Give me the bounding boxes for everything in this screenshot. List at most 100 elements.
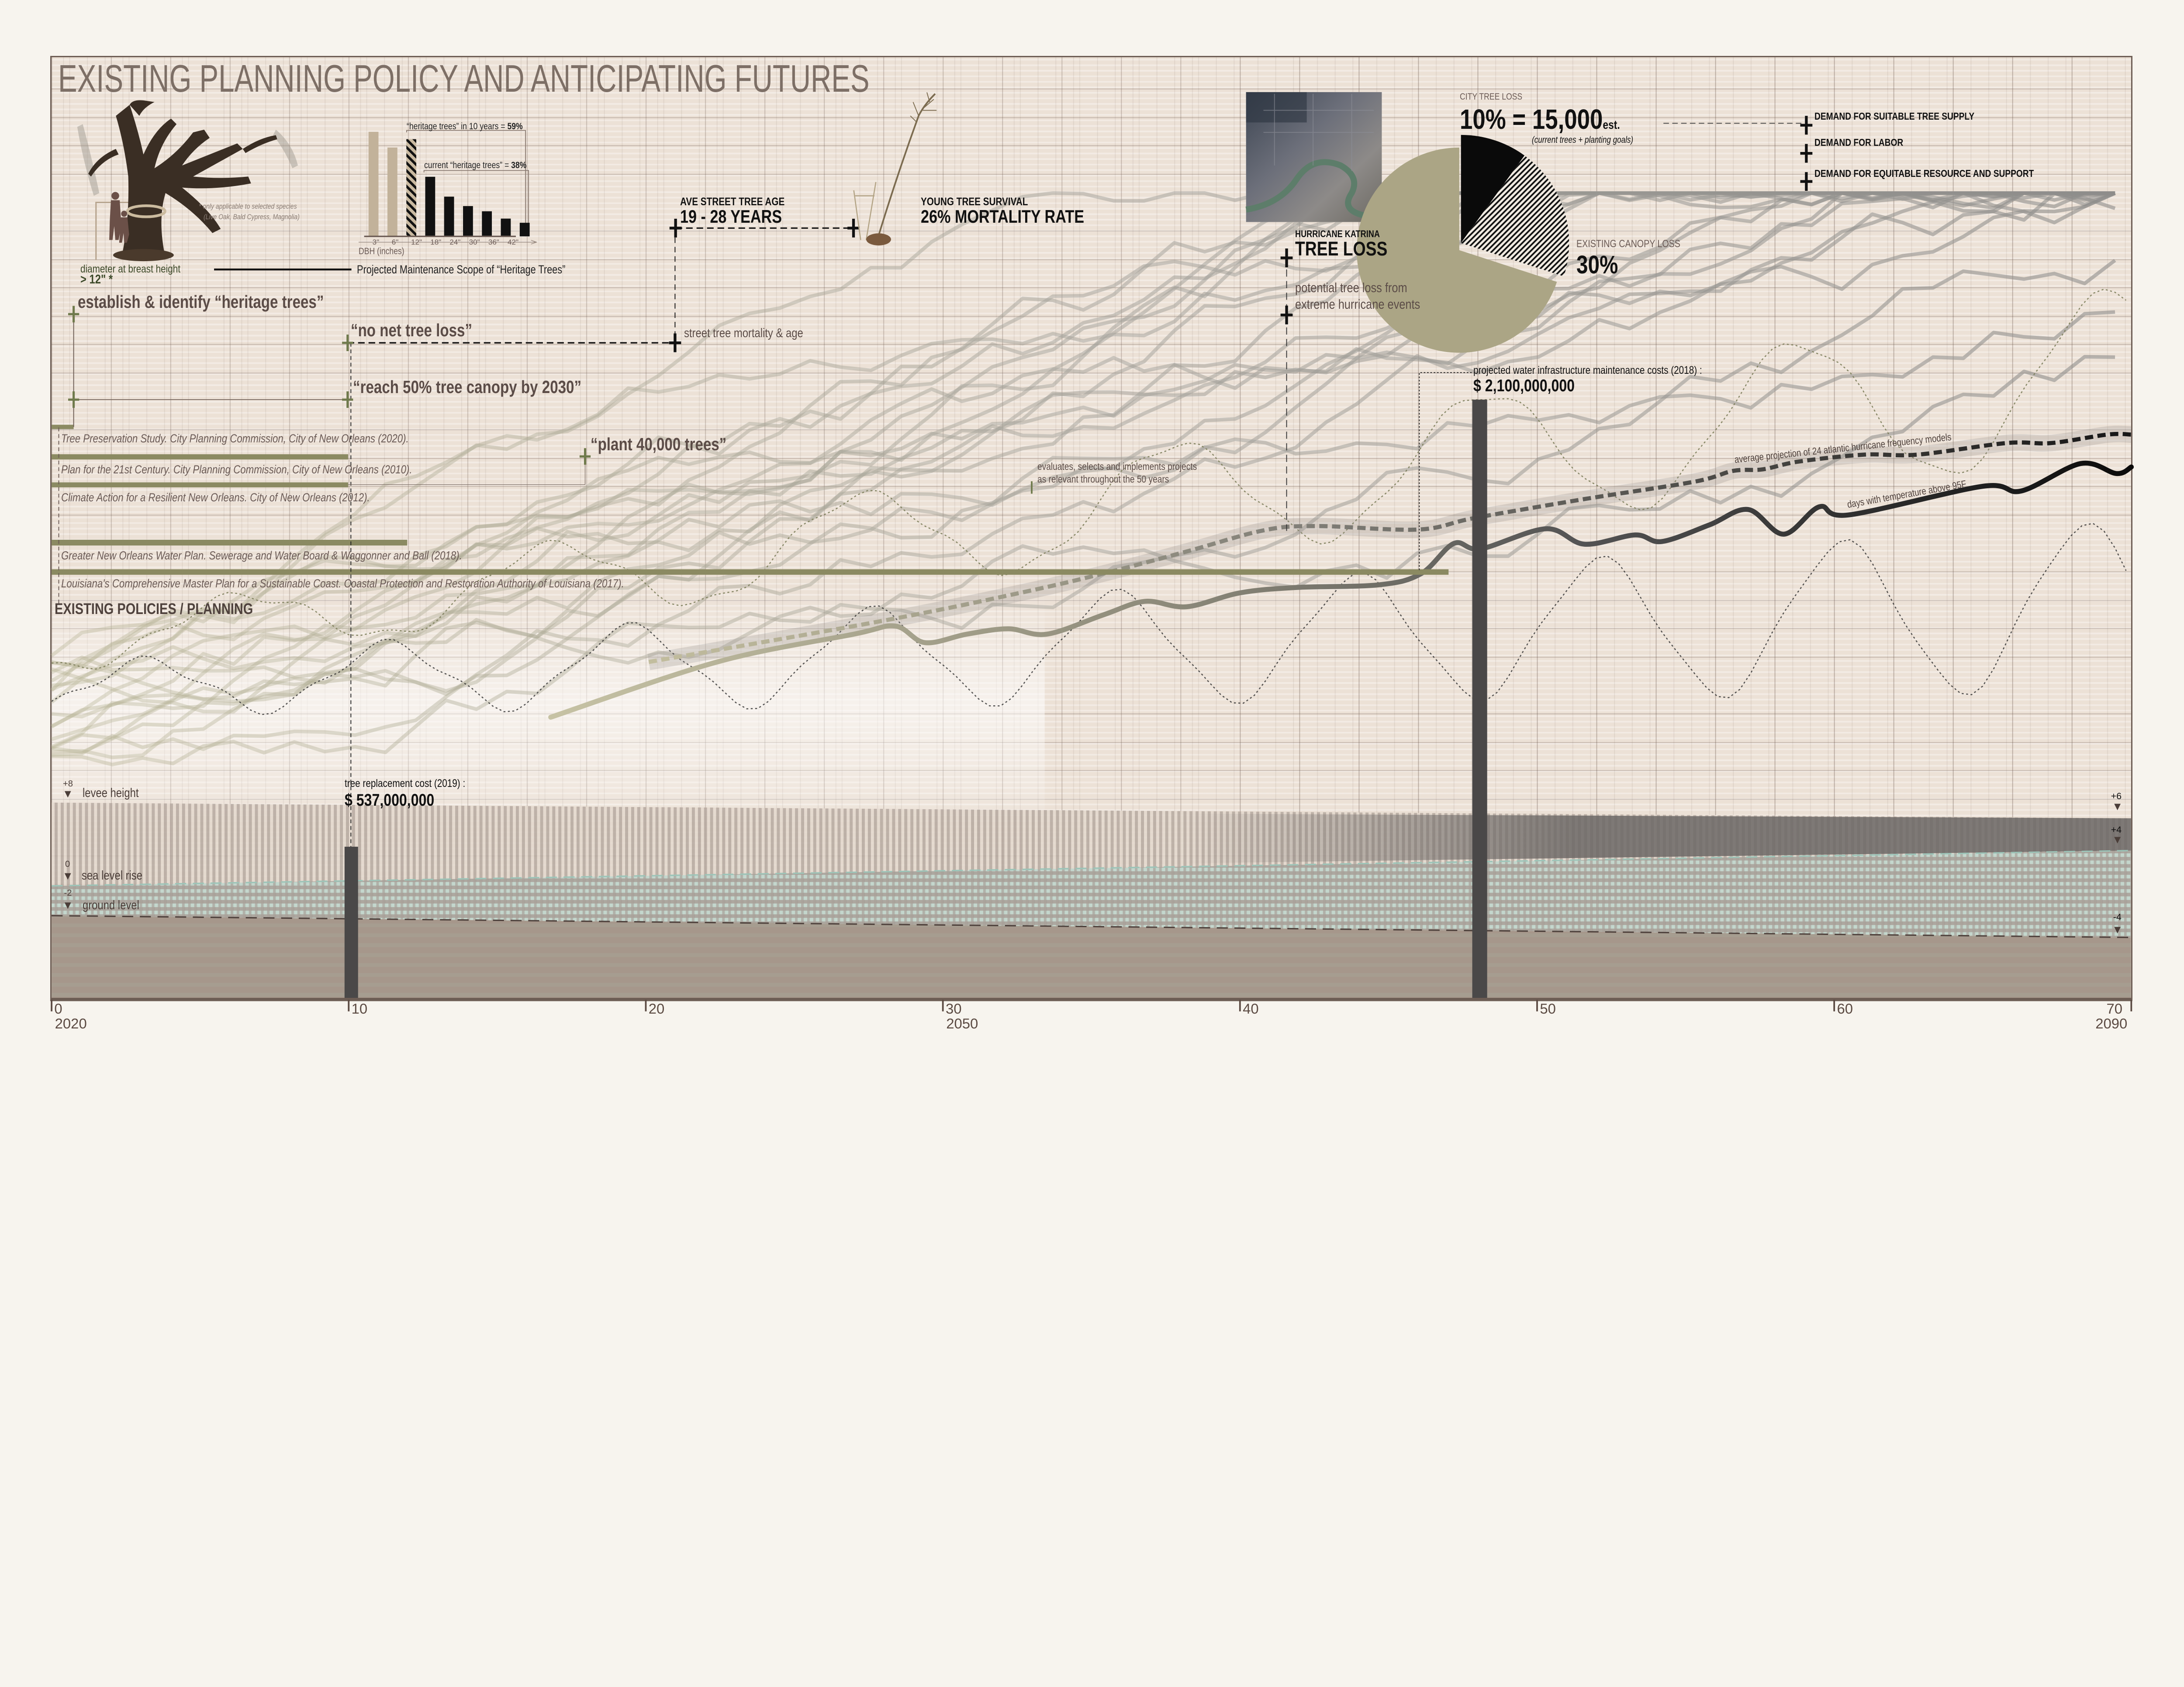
axis-year-label: 2050 (946, 1015, 978, 1032)
policy-bar-coastal-master-plan (52, 569, 1449, 575)
policy-coastal-master-plan: Louisiana's Comprehensive Master Plan fo… (61, 576, 624, 590)
dbh-label: diameter at breast height (80, 263, 181, 276)
series-lines (548, 425, 2134, 720)
water-cost-label: projected water infrastructure maintenan… (1473, 364, 1702, 376)
levee-height-value: +8 (62, 779, 73, 789)
levee-right-value-3: -4 (2113, 912, 2122, 923)
plus-marker (580, 448, 591, 465)
dbh-bar (463, 206, 473, 237)
dbh-tick-label: 30" (469, 238, 480, 246)
policy-bars (52, 424, 1449, 575)
plus-marker (1281, 306, 1293, 324)
projection-line (52, 259, 2116, 766)
dotted-projection-line (51, 523, 2127, 715)
diagram-graphics (50, 92, 2134, 1011)
pie-slice-olive (1356, 147, 1557, 353)
projection-line (51, 191, 2115, 741)
dbh-bar (444, 197, 454, 237)
policy-bar-water-plan (52, 539, 408, 546)
levee-height-label: levee height (83, 786, 139, 800)
potential-tree-loss-line2: extreme hurricane events (1295, 297, 1420, 312)
young-tree-mortality-value: 26% MORTALITY RATE (921, 206, 1085, 227)
projection-line (50, 191, 2115, 692)
dbh-tick-label: 18" (430, 238, 442, 246)
evaluates-note-line2: as relevant throughout the 50 years (1037, 473, 1169, 485)
sea-level-triangle-icon: ▼ (62, 870, 73, 883)
water-cost-value: $ 2,100,000,000 (1473, 376, 1575, 395)
axis-tick-label: 60 (1837, 1000, 1853, 1017)
plus-marker (669, 334, 681, 352)
dbh-bar (406, 139, 417, 237)
policy-water-plan: Greater New Orleans Water Plan. Sewerage… (61, 549, 463, 562)
dbh-ring (126, 204, 166, 218)
policy-plan-21st-century: Plan for the 21st Century. City Planning… (61, 462, 412, 476)
existing-canopy-loss-label: EXISTING CANOPY LOSS (1576, 238, 1681, 250)
projection-line (51, 191, 2116, 669)
current-heritage-label: current “heritage trees” = 38% (424, 160, 527, 171)
dbh-bar (368, 131, 379, 237)
ground-level-line (52, 915, 2131, 938)
avg-hurricane-projection-line (648, 431, 2132, 664)
axis-tick-label: 70 (2106, 1000, 2123, 1017)
city-tree-loss-value: 10% = 15,000est. (1459, 103, 1620, 135)
axis-year-label: 2020 (55, 1015, 87, 1032)
dbh-tick-label: 36" (488, 238, 499, 246)
levee-right-triangle-icon: ▼ (2112, 800, 2123, 813)
demand-equitable-resources: DEMAND FOR EQUITABLE RESOURCE AND SUPPOR… (1814, 167, 2034, 179)
demand-labor: DEMAND FOR LABOR (1814, 137, 1904, 148)
axis-tick (645, 1000, 647, 1011)
dotted-projection-line (52, 288, 2127, 670)
levee-dark-overlay (1186, 814, 2131, 863)
dbh-axis-arrow (359, 240, 538, 245)
dbh-tick-label: 24" (449, 238, 461, 246)
dbh-value: > 12" * (80, 273, 113, 287)
axis-tick (348, 1000, 350, 1011)
species-note: * only applicable to selected species (198, 202, 297, 211)
axis-tick (942, 1000, 944, 1011)
demand-tree-supply: DEMAND FOR SUITABLE TREE SUPPLY (1814, 110, 1975, 122)
sea-level-right-triangle-icon: ▼ (2112, 834, 2123, 846)
city-tree-loss-note: (current trees + planting goals) (1532, 135, 1634, 145)
young-tree-survival-label: YOUNG TREE SURVIVAL (921, 195, 1028, 208)
dbh-bar (482, 211, 492, 237)
street-tree-mortality-note: street tree mortality & age (684, 326, 803, 341)
water-area (52, 850, 2131, 938)
plus-marker (1800, 172, 1812, 191)
axis-tick-label: 10 (351, 1000, 368, 1017)
existing-policies-label: EXISTING POLICIES / PLANNING (55, 600, 253, 618)
sea-level-line (52, 850, 2131, 887)
dbh-bar (519, 223, 530, 237)
heritage-scope-title: Projected Maintenance Scope of “Heritage… (357, 262, 566, 276)
species-list-note: (Live Oak, Bald Cypress, Magnolia) (204, 213, 300, 221)
tree-replacement-cost-label: tree replacement cost (2019) : (344, 777, 466, 790)
goal-plant-40000-trees: “plant 40,000 trees” (590, 434, 726, 454)
plus-marker (68, 391, 79, 408)
tree-loss-heading: TREE LOSS (1295, 237, 1387, 260)
tree-loss-pie-chart (1356, 135, 1569, 353)
young-tree-illustration (853, 92, 937, 246)
street-tree-age-label: AVE STREET TREE AGE (680, 195, 785, 208)
goal-no-net-tree-loss: “no net tree loss” (350, 320, 472, 341)
projection-lines (50, 191, 2127, 766)
tree-replacement-cost-bar (344, 846, 358, 1000)
policy-bar-tree-preservation (52, 424, 74, 429)
potential-tree-loss-line1: potential tree loss from (1295, 280, 1407, 296)
axis-tick (1833, 1000, 1835, 1011)
heritage-tree-bar-chart (368, 131, 530, 237)
sea-level-rise-label: sea level rise (81, 868, 142, 883)
ground-level-value: -2 (64, 888, 72, 898)
water-infrastructure-cost-bar (1472, 400, 1487, 1000)
projection-line (51, 191, 2115, 718)
projection-line (51, 355, 2115, 759)
tree-replacement-cost-value: $ 537,000,000 (344, 790, 435, 810)
city-tree-loss-label: CITY TREE LOSS (1459, 91, 1522, 102)
dbh-bar (425, 176, 435, 237)
axis-tick-label: 20 (648, 1000, 665, 1017)
ground-right-triangle-icon: ▼ (2112, 923, 2123, 936)
dbh-tick-label: 42" (508, 238, 519, 246)
projection-line (51, 191, 2116, 728)
street-tree-age-value: 19 - 28 YEARS (680, 206, 782, 227)
axis-tick (2130, 1000, 2132, 1011)
policy-bar-plan-21st-century (52, 454, 349, 460)
axis-tick-label: 0 (54, 1000, 62, 1017)
